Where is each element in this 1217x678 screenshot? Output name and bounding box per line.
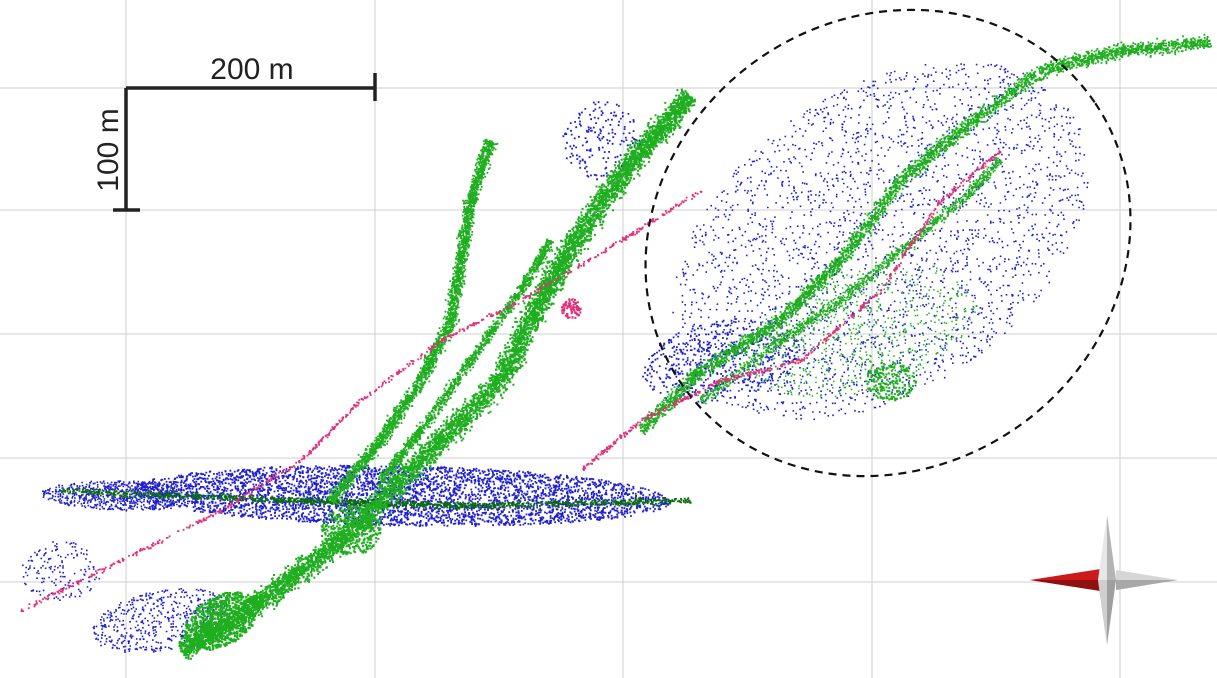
highlight-ellipse xyxy=(644,8,1132,478)
blue-points-sw xyxy=(22,541,229,653)
scale-bar-horizontal-label: 200 m xyxy=(210,53,293,86)
north-arrow-left-shade xyxy=(1030,580,1107,592)
north-arrow-right-shade xyxy=(1116,580,1178,590)
north-arrow-bottom-shade xyxy=(1098,580,1107,645)
dark-green-points xyxy=(60,487,692,511)
blue-points-band xyxy=(42,464,671,527)
scale-bar: 200 m 100 m xyxy=(92,53,377,212)
blue-points-top xyxy=(562,101,642,181)
scale-bar-vertical xyxy=(113,88,140,212)
scale-bar-horizontal xyxy=(126,73,377,101)
point-cloud xyxy=(20,33,1212,660)
north-arrow-icon xyxy=(1030,515,1178,645)
north-arrow-top-shade xyxy=(1107,515,1116,580)
scale-bar-vertical-label: 100 m xyxy=(92,108,125,191)
